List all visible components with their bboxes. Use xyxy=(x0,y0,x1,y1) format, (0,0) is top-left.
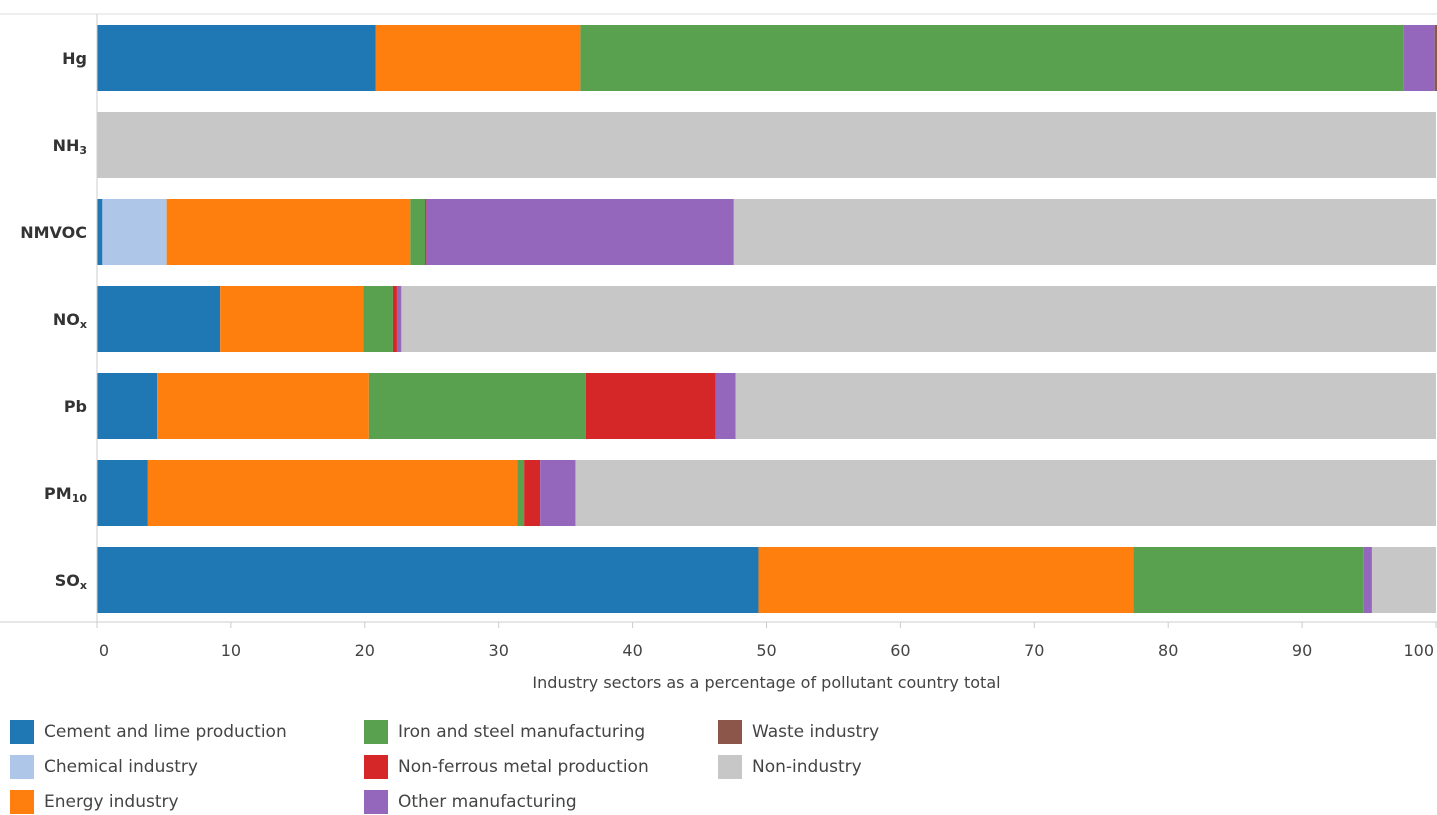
legend-label: Chemical industry xyxy=(44,757,198,777)
bar-segment-nh3-series-7[interactable] xyxy=(97,112,1436,178)
bar-segment-pb-series-3[interactable] xyxy=(368,373,586,439)
bar-segment-nmvoc-series-4[interactable] xyxy=(425,199,427,265)
bar-segment-pm10-series-0[interactable] xyxy=(97,460,148,526)
category-label: PM10 xyxy=(44,484,87,505)
legend-item[interactable]: Cement and lime production xyxy=(10,720,287,744)
legend-item[interactable]: Waste industry xyxy=(718,720,879,744)
x-tick-label: 80 xyxy=(1158,641,1178,660)
x-tick-label: 90 xyxy=(1292,641,1312,660)
bar-segment-sox-series-0[interactable] xyxy=(97,547,759,613)
bar-segment-nox-series-7[interactable] xyxy=(401,286,1437,352)
bar-segment-hg-series-2[interactable] xyxy=(375,25,581,91)
bar-segment-pm10-series-3[interactable] xyxy=(517,460,525,526)
bar-segment-nmvoc-series-6[interactable] xyxy=(733,199,734,265)
legend-swatch xyxy=(364,755,388,779)
bar-segment-nox-series-0[interactable] xyxy=(97,286,221,352)
x-tick-label: 30 xyxy=(489,641,509,660)
legend-item[interactable]: Iron and steel manufacturing xyxy=(364,720,645,744)
bar-segment-pm10-series-5[interactable] xyxy=(540,460,576,526)
category-label-base: NMVOC xyxy=(20,223,87,242)
bar-segment-nmvoc-series-1[interactable] xyxy=(102,199,167,265)
category-label-base: NO xyxy=(53,310,80,329)
legend-label: Energy industry xyxy=(44,792,179,812)
bar-segment-sox-series-7[interactable] xyxy=(1372,547,1436,613)
bar-segment-hg-series-0[interactable] xyxy=(97,25,376,91)
bars-layer xyxy=(97,25,1437,613)
bar-segment-pm10-series-2[interactable] xyxy=(147,460,518,526)
legend-item[interactable]: Energy industry xyxy=(10,790,179,814)
bar-segment-pb-series-4[interactable] xyxy=(585,373,716,439)
category-label-base: SO xyxy=(55,571,80,590)
legend-swatch xyxy=(10,755,34,779)
x-tick-label: 100 xyxy=(1403,641,1434,660)
bar-segment-hg-series-3[interactable] xyxy=(580,25,1404,91)
legend-swatch xyxy=(364,720,388,744)
legend-label: Non-industry xyxy=(752,757,862,777)
legend-item[interactable]: Non-ferrous metal production xyxy=(364,755,649,779)
x-axis: 0 10 20 30 40 50 60 70 80 90 100 xyxy=(0,13,1437,660)
x-tick-label: 60 xyxy=(890,641,910,660)
x-tick-label: 70 xyxy=(1024,641,1044,660)
bar-segment-nmvoc-series-5[interactable] xyxy=(426,199,734,265)
legend-item[interactable]: Chemical industry xyxy=(10,755,198,779)
bar-segment-sox-series-3[interactable] xyxy=(1133,547,1364,613)
legend-swatch xyxy=(10,790,34,814)
x-tick-label: 0 xyxy=(99,641,109,660)
bar-segment-pm10-series-7[interactable] xyxy=(575,460,1436,526)
category-label-subscript: 3 xyxy=(79,144,87,157)
bar-segment-pb-series-2[interactable] xyxy=(157,373,369,439)
legend-item[interactable]: Non-industry xyxy=(718,755,862,779)
bar-segment-hg-series-5[interactable] xyxy=(1403,25,1435,91)
legend-label: Cement and lime production xyxy=(44,722,287,742)
bar-segment-pb-series-0[interactable] xyxy=(97,373,158,439)
bar-segment-sox-series-2[interactable] xyxy=(758,547,1134,613)
category-label: NMVOC xyxy=(20,223,87,242)
bar-segment-hg-series-6[interactable] xyxy=(1434,25,1437,91)
x-tick-label: 20 xyxy=(355,641,375,660)
bar-segment-nox-series-3[interactable] xyxy=(363,286,393,352)
x-tick-label: 10 xyxy=(221,641,241,660)
bar-segment-pb-series-5[interactable] xyxy=(715,373,736,439)
legend-label: Waste industry xyxy=(752,722,880,742)
bar-segment-nox-series-5[interactable] xyxy=(396,286,401,352)
legend-swatch xyxy=(10,720,34,744)
legend-label: Non-ferrous metal production xyxy=(398,757,649,777)
category-label-base: Pb xyxy=(64,397,87,416)
category-label-base: Hg xyxy=(62,49,87,68)
bar-segment-sox-series-5[interactable] xyxy=(1363,547,1372,613)
bar-segment-nmvoc-series-2[interactable] xyxy=(166,199,411,265)
legend-label: Iron and steel manufacturing xyxy=(398,722,646,742)
legend-swatch xyxy=(718,755,742,779)
bar-segment-nox-series-4[interactable] xyxy=(392,286,397,352)
legend-swatch xyxy=(364,790,388,814)
legend-item[interactable]: Other manufacturing xyxy=(364,790,577,814)
category-label-base: NH xyxy=(53,136,80,155)
x-axis-title: Industry sectors as a percentage of poll… xyxy=(532,673,1000,692)
category-label-base: PM xyxy=(44,484,72,503)
bar-segment-pm10-series-4[interactable] xyxy=(524,460,541,526)
bar-segment-nmvoc-series-7[interactable] xyxy=(733,199,1436,265)
x-tick-label: 40 xyxy=(622,641,642,660)
legend-swatch xyxy=(718,720,742,744)
category-label: Pb xyxy=(64,397,87,416)
category-label: SOx xyxy=(55,571,87,592)
legend: Cement and lime production Chemical indus… xyxy=(10,720,1010,815)
category-label: NOx xyxy=(53,310,87,331)
legend-label: Other manufacturing xyxy=(398,792,577,812)
x-tick-label: 50 xyxy=(756,641,776,660)
bar-segment-nmvoc-series-0[interactable] xyxy=(97,199,103,265)
category-label: NH3 xyxy=(53,136,87,157)
category-label-subscript: 10 xyxy=(72,492,88,505)
category-label-subscript: x xyxy=(80,318,87,331)
category-label-subscript: x xyxy=(80,579,87,592)
bar-segment-nox-series-2[interactable] xyxy=(220,286,364,352)
category-label: Hg xyxy=(62,49,87,68)
bar-segment-pb-series-7[interactable] xyxy=(735,373,1436,439)
bar-segment-nmvoc-series-3[interactable] xyxy=(410,199,426,265)
